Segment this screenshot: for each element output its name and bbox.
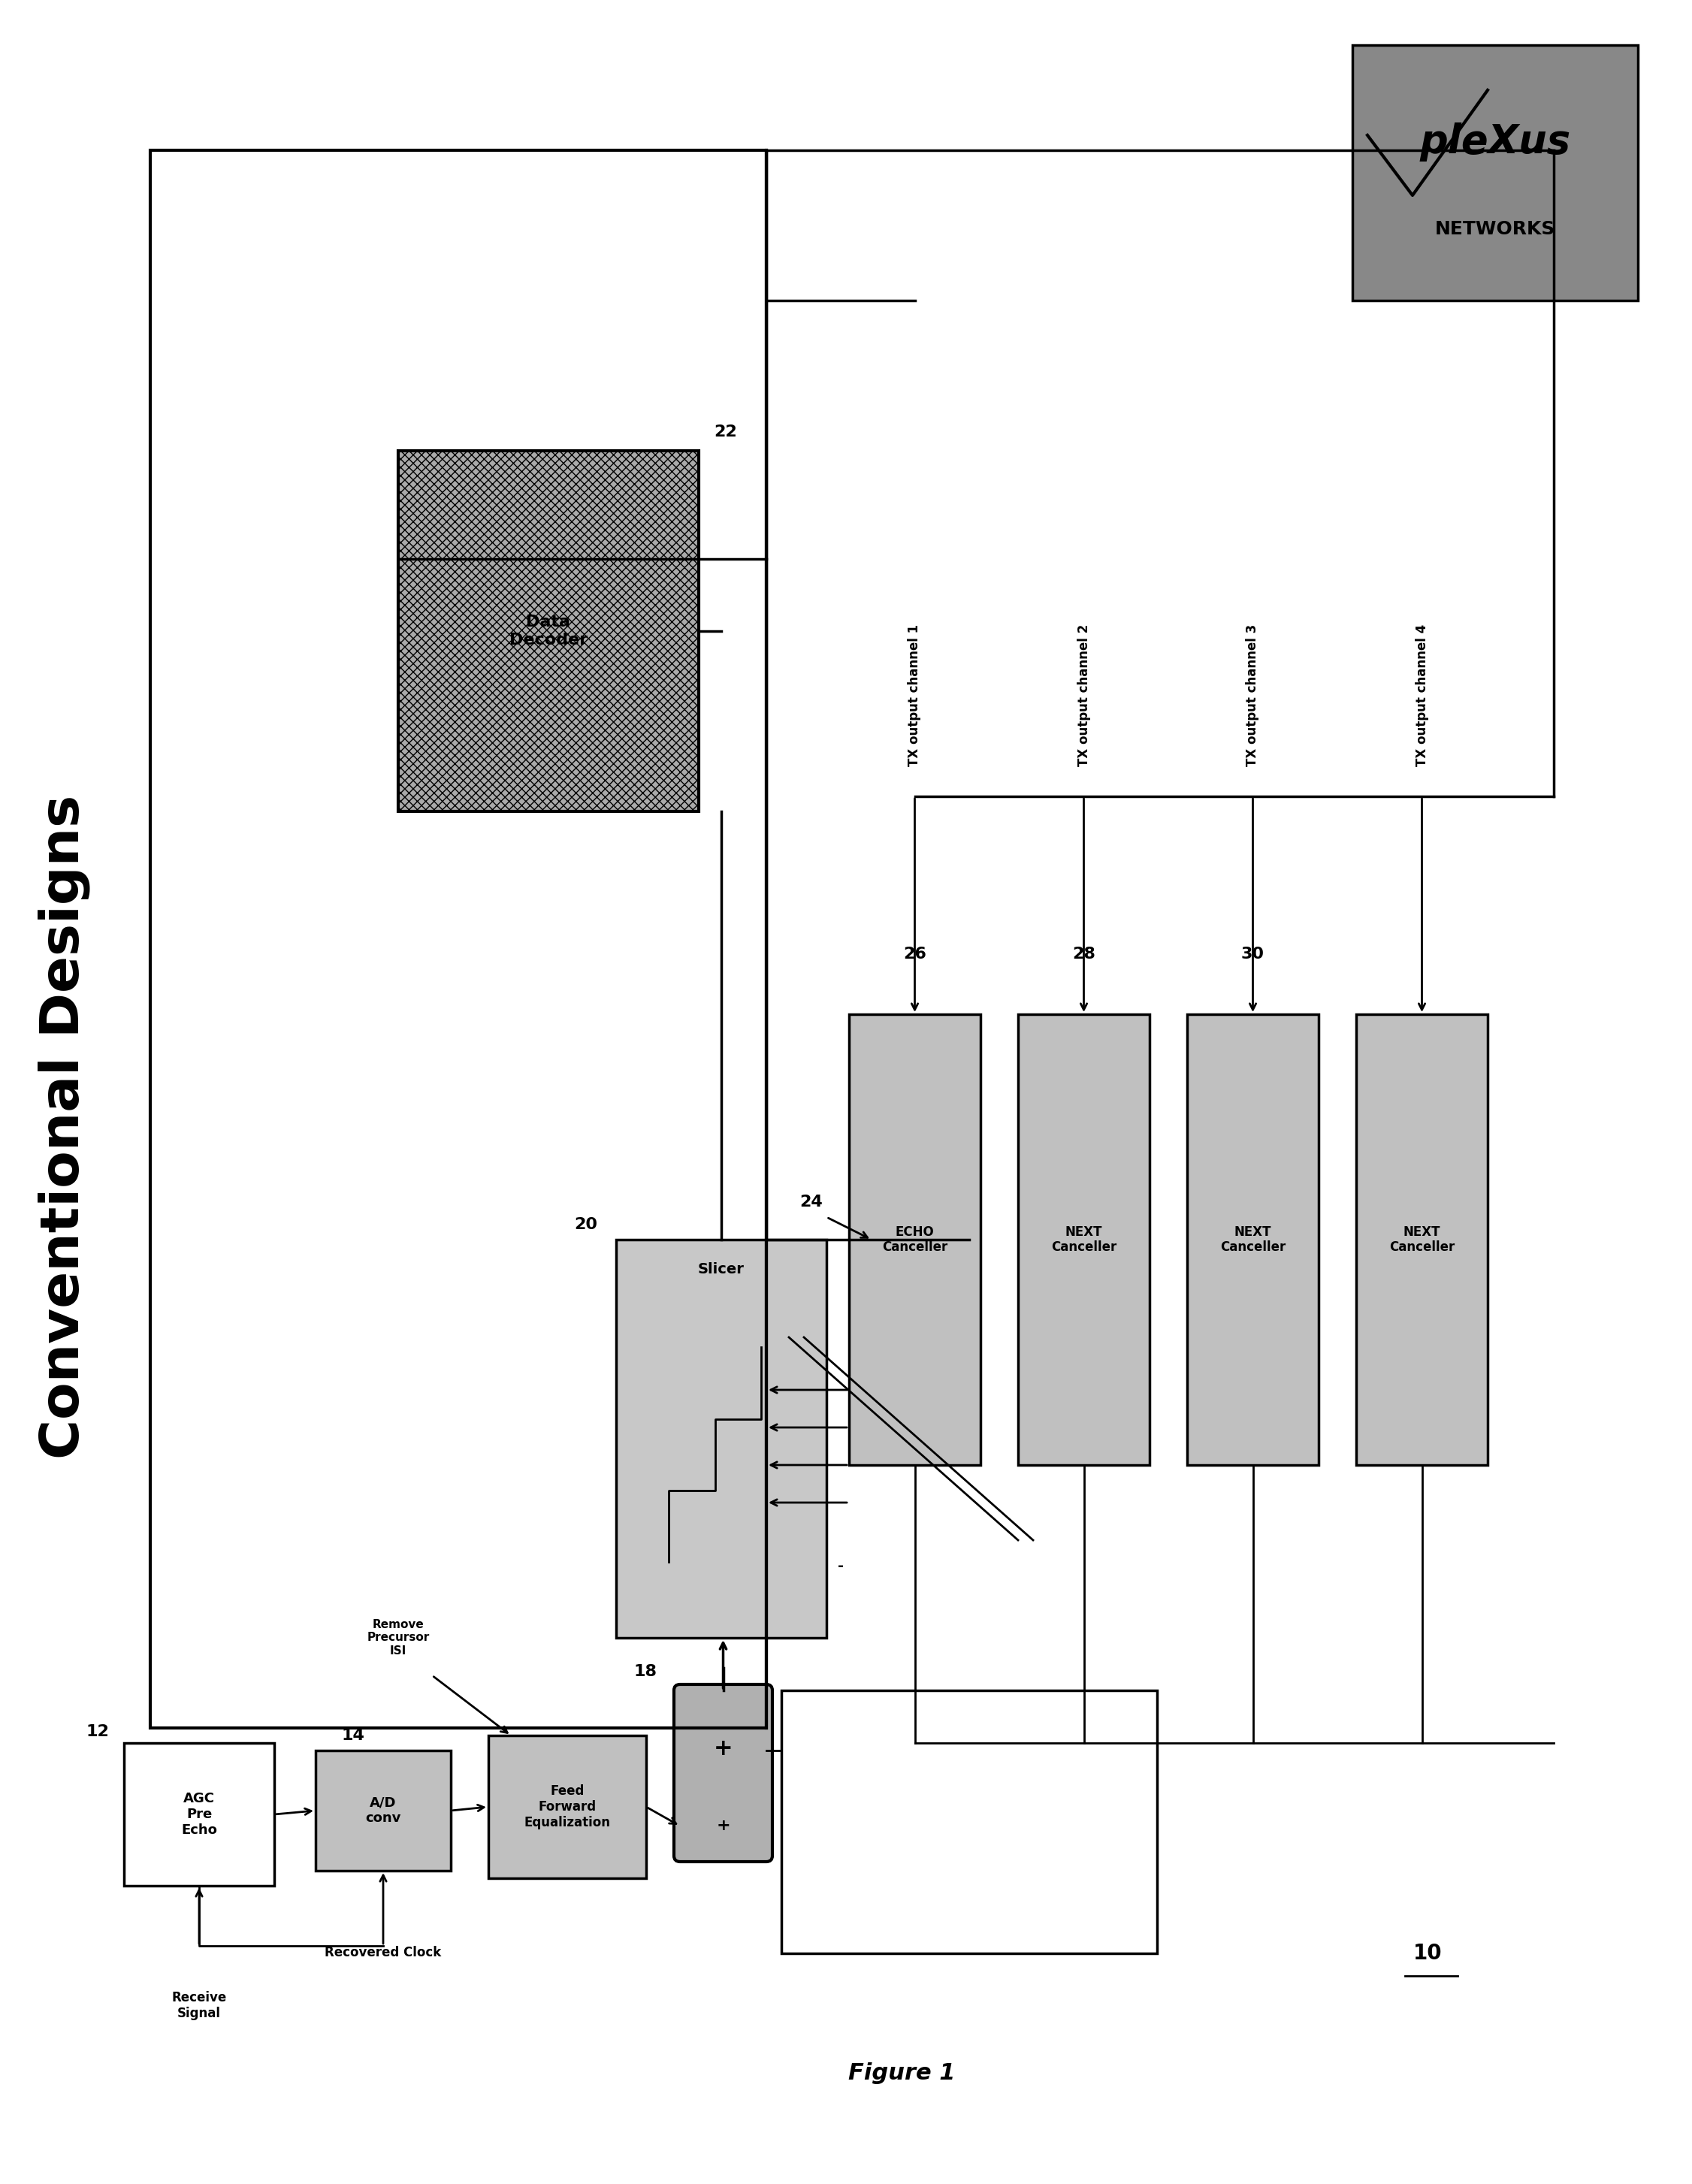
Text: Conventional Designs: Conventional Designs xyxy=(37,795,90,1459)
Text: TX output channel 3: TX output channel 3 xyxy=(1245,625,1259,767)
Text: 22: 22 xyxy=(714,424,738,439)
Bar xyxy=(1188,1013,1318,1465)
Text: TX output channel 4: TX output channel 4 xyxy=(1415,625,1428,767)
Text: Figure 1: Figure 1 xyxy=(848,2062,954,2084)
Text: TX output channel 1: TX output channel 1 xyxy=(909,625,922,767)
Text: TX output channel 2: TX output channel 2 xyxy=(1078,625,1091,767)
Text: Slicer: Slicer xyxy=(699,1262,744,1275)
Text: Remove
Precursor
ISI: Remove Precursor ISI xyxy=(367,1618,430,1655)
Bar xyxy=(151,151,766,1728)
Text: NEXT
Canceller: NEXT Canceller xyxy=(1051,1225,1117,1254)
Text: 18: 18 xyxy=(634,1664,658,1679)
Bar xyxy=(1352,46,1638,301)
Text: 10: 10 xyxy=(1413,1944,1442,1963)
Text: 14: 14 xyxy=(342,1728,365,1743)
Text: AGC
Pre
Echo: AGC Pre Echo xyxy=(181,1793,217,1837)
Text: NETWORKS: NETWORKS xyxy=(1435,221,1555,238)
Bar xyxy=(616,1241,826,1638)
Bar xyxy=(849,1013,980,1465)
Text: A/D
conv: A/D conv xyxy=(365,1795,401,1826)
Text: -: - xyxy=(838,1559,844,1572)
Text: +: + xyxy=(714,1736,733,1758)
Text: +: + xyxy=(716,1819,731,1832)
Text: 12: 12 xyxy=(86,1723,108,1738)
Bar xyxy=(1019,1013,1149,1465)
Text: 20: 20 xyxy=(574,1216,597,1232)
Text: 30: 30 xyxy=(1242,946,1264,961)
Bar xyxy=(124,1743,274,1885)
Text: 26: 26 xyxy=(904,946,926,961)
Bar xyxy=(316,1752,450,1872)
FancyBboxPatch shape xyxy=(673,1684,772,1861)
Bar xyxy=(1357,1013,1487,1465)
Bar xyxy=(782,1690,1157,1952)
Text: pleXus: pleXus xyxy=(1420,122,1570,162)
Text: 24: 24 xyxy=(800,1195,822,1210)
Text: Feed
Forward
Equalization: Feed Forward Equalization xyxy=(525,1784,611,1830)
Bar xyxy=(398,450,699,812)
Bar xyxy=(489,1736,646,1878)
Text: NEXT
Canceller: NEXT Canceller xyxy=(1220,1225,1286,1254)
Text: ECHO
Canceller: ECHO Canceller xyxy=(882,1225,948,1254)
Text: Receive
Signal: Receive Signal xyxy=(171,1992,227,2020)
Text: Recovered Clock: Recovered Clock xyxy=(325,1946,442,1959)
Text: Data
Decoder: Data Decoder xyxy=(509,616,587,646)
Text: NEXT
Canceller: NEXT Canceller xyxy=(1389,1225,1455,1254)
Text: 28: 28 xyxy=(1073,946,1095,961)
